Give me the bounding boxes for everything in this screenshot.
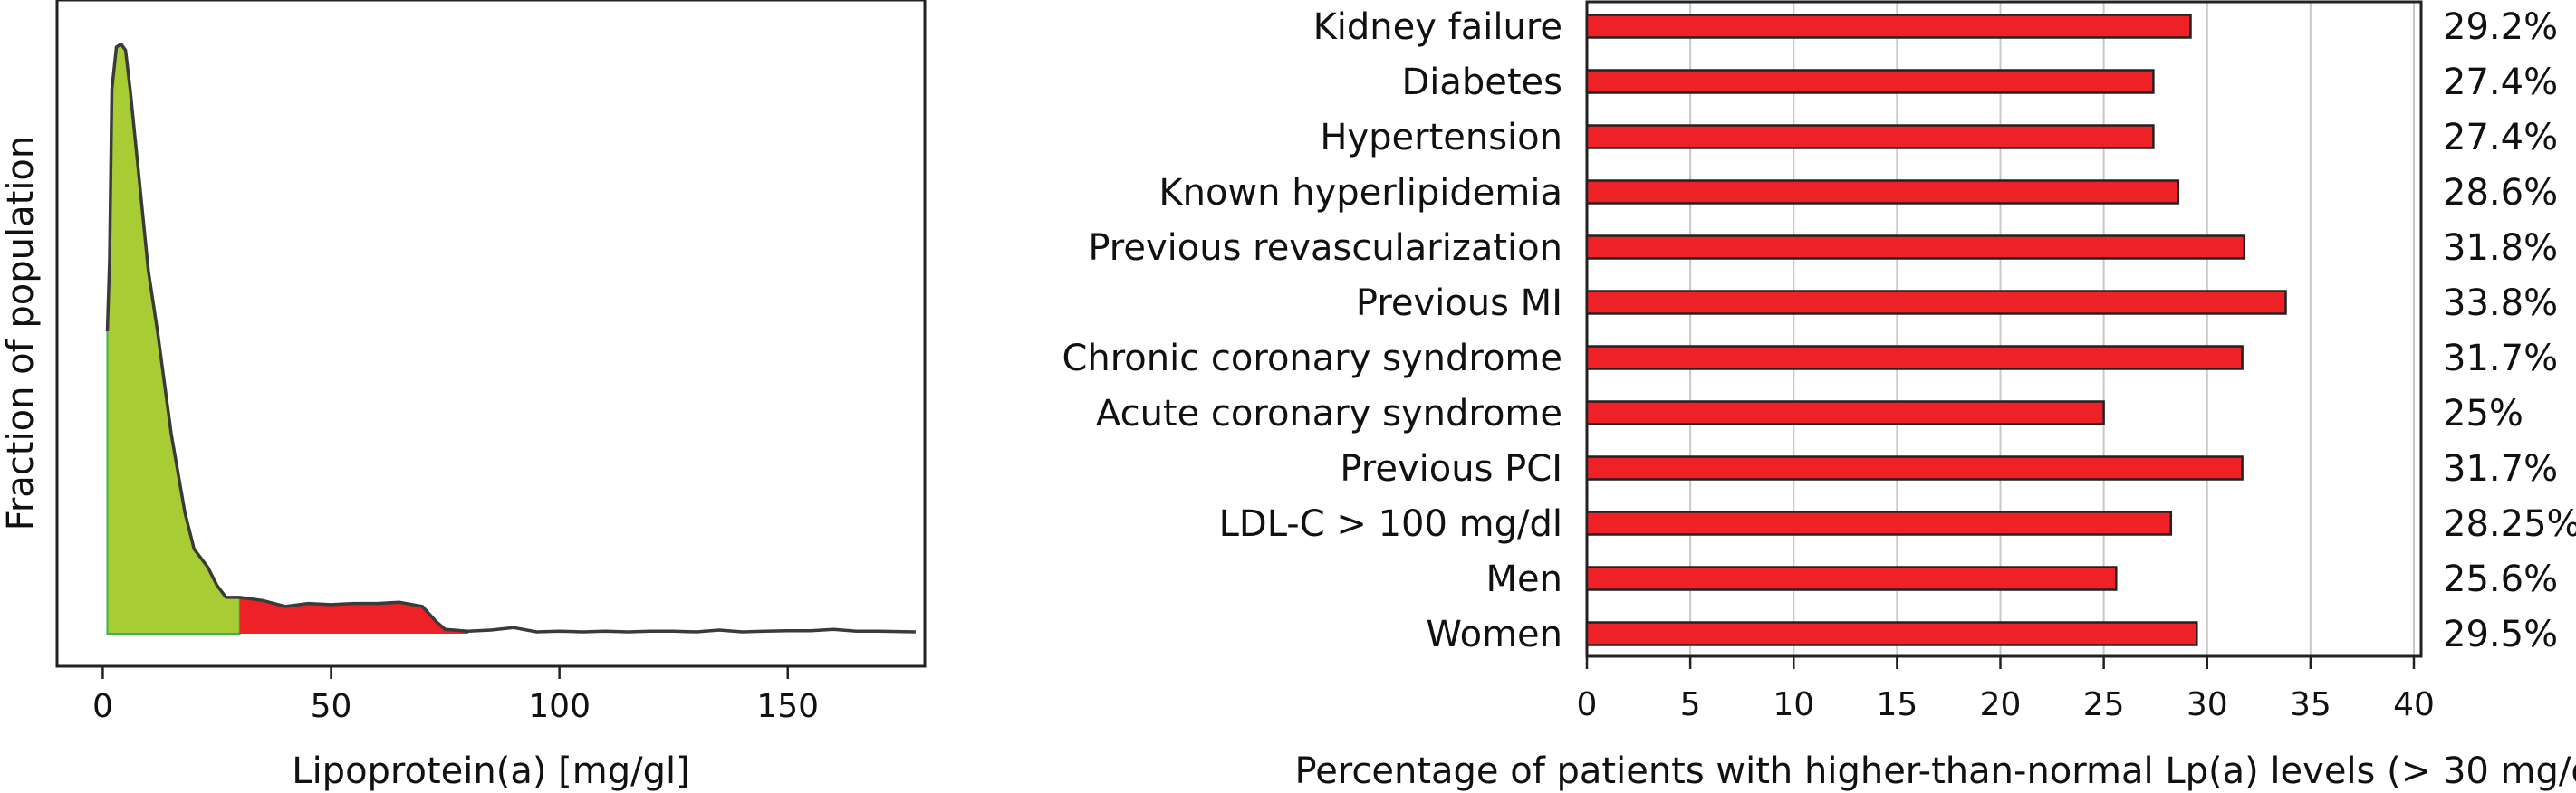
bar	[1585, 621, 2198, 646]
category-label: Acute coronary syndrome	[1096, 393, 1562, 435]
bar	[1585, 14, 2192, 39]
bar	[1585, 400, 2105, 425]
value-label: 25.6%	[2443, 559, 2558, 600]
category-label: Kidney failure	[1313, 6, 1562, 48]
value-label: 25%	[2443, 393, 2523, 435]
bar-chart-bars	[1585, 14, 2287, 646]
bar-x-tick-label: 15	[1876, 686, 1918, 723]
category-label: Previous MI	[1356, 282, 1562, 324]
normal-range-area	[106, 43, 241, 635]
distribution-y-axis-title: Fraction of population	[0, 136, 42, 531]
bar-chart-grid	[1689, 2, 2415, 656]
bar-x-tick-label: 35	[2290, 686, 2331, 723]
category-label: Known hyperlipidemia	[1158, 172, 1562, 214]
bar-chart-value-labels: 29.2% 27.4% 27.4% 28.6% 31.8% 33.8% 31.7% 25% 31…	[2443, 6, 2576, 655]
bar	[1585, 124, 2155, 149]
distribution-chart: 0 50 100 150 Lipoprotein(a) [mg/gl] Fractio…	[0, 0, 927, 792]
bar-x-tick-label: 40	[2393, 686, 2435, 723]
bar-x-tick-label: 0	[1577, 686, 1598, 723]
category-label: Hypertension	[1320, 117, 1562, 158]
distribution-x-tick-label: 50	[311, 688, 352, 725]
bar-chart: Kidney failure Diabetes Hypertension Known …	[1062, 0, 2576, 792]
distribution-x-tick-label: 0	[92, 688, 113, 725]
bar	[1585, 455, 2244, 481]
bar-x-tick-label: 5	[1680, 686, 1701, 723]
distribution-x-axis-title: Lipoprotein(a) [mg/gl]	[292, 750, 689, 792]
category-label: Men	[1486, 559, 1562, 600]
category-label: Diabetes	[1401, 62, 1562, 103]
bar	[1585, 345, 2244, 370]
value-label: 31.7%	[2443, 448, 2558, 490]
distribution-curve	[105, 42, 916, 634]
value-label: 31.8%	[2443, 227, 2558, 269]
value-label: 28.6%	[2443, 172, 2558, 214]
value-label: 29.2%	[2443, 6, 2558, 48]
value-label: 27.4%	[2443, 117, 2558, 158]
bar	[1585, 290, 2287, 315]
value-label: 27.4%	[2443, 62, 2558, 103]
bar	[1585, 511, 2173, 536]
bar-x-tick-label: 25	[2083, 686, 2125, 723]
distribution-x-tick-label: 150	[756, 688, 819, 725]
bar	[1585, 566, 2118, 591]
distribution-fill-layer	[105, 42, 916, 635]
distribution-x-tick-label: 100	[528, 688, 591, 725]
category-label: Chronic coronary syndrome	[1062, 338, 1562, 379]
bar	[1585, 234, 2246, 260]
bar	[1585, 69, 2155, 94]
bar-plot-frame	[1585, 0, 2423, 658]
category-label: Previous revascularization	[1088, 227, 1562, 269]
category-label: Women	[1426, 614, 1562, 655]
value-label: 28.25%	[2443, 503, 2576, 545]
distribution-x-ticks: 0 50 100 150	[92, 666, 819, 725]
distribution-plot-frame	[55, 0, 927, 668]
bar-x-tick-label: 30	[2187, 686, 2228, 723]
category-label: Previous PCI	[1340, 448, 1562, 490]
value-label: 29.5%	[2443, 614, 2558, 655]
value-label: 31.7%	[2443, 338, 2558, 379]
bar	[1585, 179, 2180, 205]
category-label: LDL-C > 100 mg/dl	[1219, 503, 1562, 545]
bar-chart-category-labels: Kidney failure Diabetes Hypertension Known …	[1062, 6, 1562, 655]
value-label: 33.8%	[2443, 282, 2558, 324]
bar-x-tick-label: 10	[1773, 686, 1814, 723]
bar-x-tick-label: 20	[1980, 686, 2022, 723]
bar-chart-x-axis-title: Percentage of patients with higher-than-…	[1295, 750, 2576, 792]
bar-chart-x-ticks: 0 5 10 15 20 25 30 35 40	[1577, 656, 2435, 723]
